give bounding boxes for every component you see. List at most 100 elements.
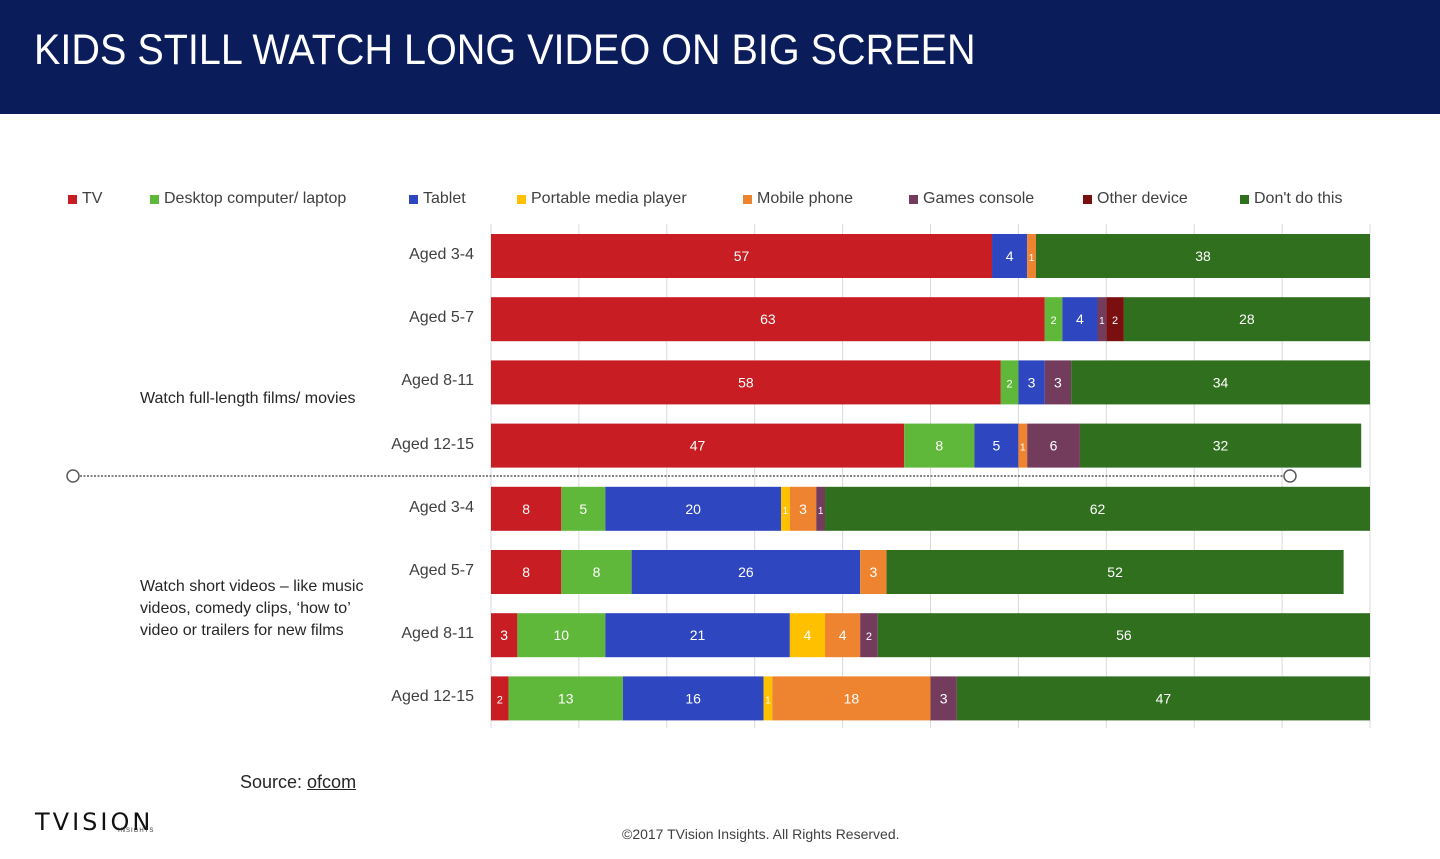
data-label: 2: [1050, 315, 1056, 327]
bar-segment: [1027, 234, 1036, 278]
category-label: Aged 5-7: [409, 562, 474, 579]
bar-segment: [561, 550, 632, 594]
data-label: 62: [1090, 501, 1106, 517]
bar-segment: [956, 676, 1370, 721]
bar-segment: [1018, 423, 1028, 468]
category-label: Aged 12-15: [391, 688, 474, 706]
data-label: 1: [765, 695, 771, 706]
data-label: 21: [690, 627, 706, 643]
data-label: 26: [738, 564, 754, 580]
bar-segment: [816, 486, 826, 531]
legend-label: TV: [82, 190, 103, 207]
data-label: 47: [690, 438, 706, 454]
bar-segment: [491, 423, 905, 468]
bar-segment: [1027, 423, 1080, 468]
data-label: 3: [940, 690, 948, 706]
bar-segment: [491, 234, 993, 278]
legend-swatch: [409, 194, 418, 204]
data-label: 16: [685, 690, 701, 706]
bar-segment: [789, 486, 817, 531]
legend-item: Other device: [1083, 190, 1188, 208]
data-label: 3: [1054, 374, 1062, 390]
data-label: 8: [593, 564, 601, 580]
data-label: 6: [1050, 438, 1058, 454]
legend-label: Don't do this: [1254, 190, 1343, 207]
data-label: 1: [1029, 253, 1035, 264]
data-label: 4: [1006, 248, 1014, 264]
bar-segment: [825, 486, 1370, 531]
category-label: Aged 12-15: [391, 435, 474, 453]
bar-segment: [789, 613, 826, 658]
bar-segment: [1044, 360, 1072, 405]
data-label: 3: [1028, 374, 1036, 390]
legend-item: Games console: [909, 190, 1034, 208]
bar-segment: [886, 550, 1344, 594]
bar-segment: [781, 486, 790, 531]
group-label-short-videos: Watch short videos – like music videos, …: [140, 578, 364, 639]
category-label: Aged 3-4: [409, 498, 474, 516]
data-label: 56: [1116, 627, 1132, 643]
page-title: KIDS STILL WATCH LONG VIDEO ON BIG SCREE…: [34, 26, 976, 74]
source-note: Source: ofcom: [240, 772, 356, 793]
data-label: 34: [1213, 374, 1229, 390]
bar-segment: [491, 360, 1001, 405]
bar-segment: [631, 550, 861, 594]
copyright-notice: ©2017 TVision Insights. All Rights Reser…: [622, 826, 900, 842]
bar-segment: [974, 423, 1019, 468]
bar-segment: [605, 486, 782, 531]
data-label: 28: [1239, 311, 1255, 327]
legend-swatch: [1240, 194, 1249, 204]
bar-segment: [772, 676, 931, 721]
legend-item: Tablet: [409, 190, 466, 208]
source-link[interactable]: ofcom: [307, 772, 357, 792]
data-label: 4: [1076, 311, 1084, 327]
data-label: 13: [558, 690, 574, 706]
data-label: 47: [1156, 690, 1172, 706]
bar-segment: [763, 676, 773, 721]
data-label: 3: [869, 564, 877, 580]
data-label: 8: [522, 564, 530, 580]
legend-label: Tablet: [423, 190, 466, 207]
source-prefix: Source:: [240, 772, 308, 792]
data-label: 1: [783, 506, 789, 517]
legend-label: Other device: [1097, 190, 1188, 207]
legend-label: Mobile phone: [757, 190, 854, 207]
legend-item: Desktop computer/ laptop: [150, 190, 346, 208]
bar-segment: [517, 613, 606, 658]
legend-swatch: [68, 194, 77, 204]
bar-segment: [1044, 297, 1063, 342]
data-label: 1: [818, 506, 824, 517]
data-label: 2: [497, 694, 503, 706]
legend-swatch: [150, 194, 159, 204]
data-label: 20: [685, 501, 701, 517]
tvision-logo-sub: INSIGHTS: [118, 828, 155, 834]
separator-handle: [1283, 469, 1297, 483]
bar-segment: [1106, 297, 1124, 342]
data-label: 5: [579, 501, 587, 517]
legend-label: Portable media player: [531, 190, 687, 207]
data-label: 38: [1195, 248, 1211, 264]
group-label-full-length: Watch full-length films/ movies: [140, 390, 356, 407]
legend-swatch: [909, 194, 918, 204]
data-label: 10: [554, 627, 570, 643]
bar-segment: [491, 676, 509, 721]
legend-swatch: [517, 194, 526, 204]
bar-segment: [992, 234, 1028, 278]
category-label: Aged 5-7: [409, 309, 474, 327]
bar-segment: [1071, 360, 1370, 405]
data-label: 2: [1112, 315, 1118, 327]
category-label: Aged 8-11: [401, 625, 474, 643]
legend-swatch: [743, 194, 752, 204]
legend-item: Don't do this: [1240, 190, 1342, 208]
bar-segment: [1079, 423, 1362, 468]
bar-segment: [1018, 360, 1045, 405]
separator-handle: [66, 469, 80, 483]
bar-segment: [904, 423, 975, 468]
bar-segment: [930, 676, 957, 721]
bar-segment: [508, 676, 623, 721]
data-label: 5: [993, 438, 1001, 454]
tvision-logo: TVISION: [35, 808, 154, 836]
bar-segment: [491, 613, 518, 658]
bar-segment: [1123, 297, 1370, 342]
